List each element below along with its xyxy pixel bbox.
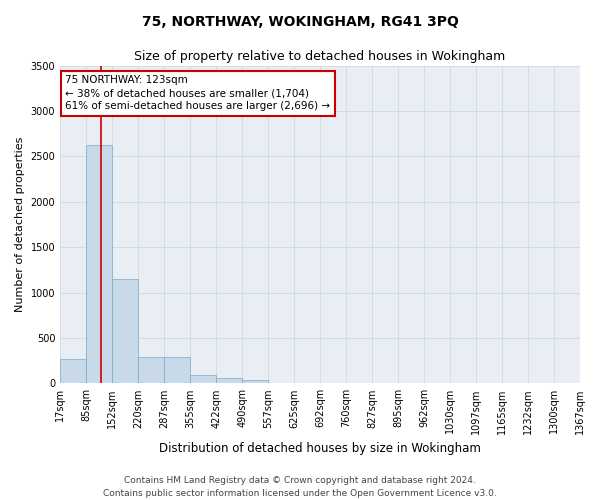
- Bar: [164, 358, 190, 384]
- Y-axis label: Number of detached properties: Number of detached properties: [15, 136, 25, 312]
- Text: 75 NORTHWAY: 123sqm
← 38% of detached houses are smaller (1,704)
61% of semi-det: 75 NORTHWAY: 123sqm ← 38% of detached ho…: [65, 75, 331, 112]
- Text: 75, NORTHWAY, WOKINGHAM, RG41 3PQ: 75, NORTHWAY, WOKINGHAM, RG41 3PQ: [142, 15, 458, 29]
- Title: Size of property relative to detached houses in Wokingham: Size of property relative to detached ho…: [134, 50, 506, 63]
- Bar: [190, 375, 216, 384]
- X-axis label: Distribution of detached houses by size in Wokingham: Distribution of detached houses by size …: [159, 442, 481, 455]
- Bar: [216, 378, 242, 384]
- Bar: [86, 144, 112, 384]
- Text: Contains HM Land Registry data © Crown copyright and database right 2024.
Contai: Contains HM Land Registry data © Crown c…: [103, 476, 497, 498]
- Bar: [112, 279, 139, 384]
- Bar: [242, 380, 268, 384]
- Bar: [60, 359, 86, 384]
- Bar: [139, 357, 164, 384]
